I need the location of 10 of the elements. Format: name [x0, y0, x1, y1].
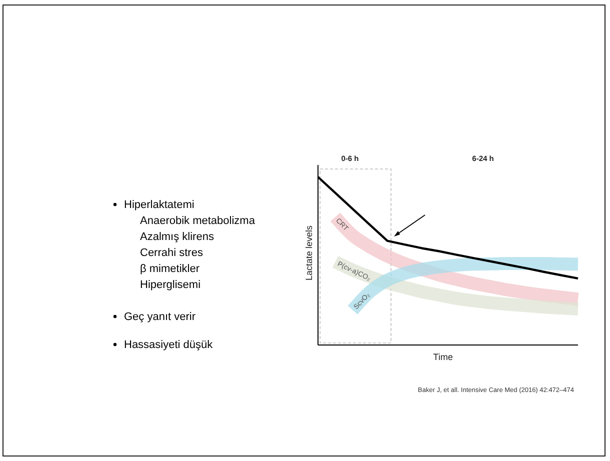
text: Anaerobik metabolizma	[140, 215, 256, 227]
text: Azalmış klirens	[140, 231, 214, 243]
text: Geç yanıt verir	[124, 311, 196, 323]
text: β mimetikler	[140, 263, 200, 275]
text: Hiperlaktatemi	[124, 199, 194, 211]
x-axis-title: Time	[433, 352, 453, 362]
text: Cerrahi stres	[140, 247, 204, 259]
text: Hassasiyeti düşük	[124, 339, 214, 351]
text: Hiperglisemi	[140, 279, 201, 291]
y-axis-title: Lactate levels	[304, 224, 314, 281]
